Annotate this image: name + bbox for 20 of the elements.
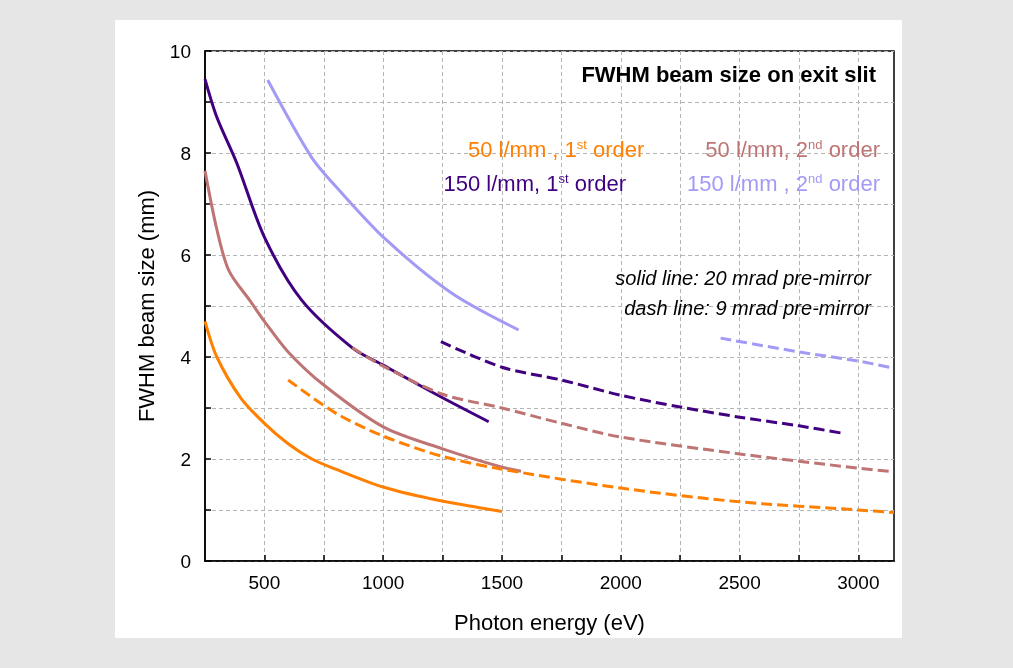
x-tick-label: 1500	[480, 572, 524, 593]
y-tick-label: 4	[180, 346, 192, 368]
x-tick-label: 2000	[599, 572, 642, 593]
y-tick-label: 10	[169, 40, 191, 62]
y-tick-label: 8	[180, 142, 191, 164]
text: FWHM beam size on exit slit	[581, 61, 877, 87]
x-tick-label: 2500	[718, 572, 761, 593]
x-tick-label: 3000	[837, 572, 880, 593]
line-series	[719, 336, 891, 369]
y-tick-label: 0	[180, 550, 191, 572]
y-tick-label: 2	[180, 448, 191, 470]
line-series	[203, 319, 504, 514]
annotation: solid line: 20 mrad pre-mirror	[615, 267, 873, 289]
x-tick-label: 500	[248, 572, 281, 593]
x-tick-label: 1000	[362, 572, 405, 593]
line-series	[286, 378, 896, 515]
y-tick-label: 6	[180, 244, 191, 266]
annotation: dash line: 9 mrad pre-mirror	[624, 297, 873, 319]
y-axis-title: FWHM beam size (mm)	[133, 189, 159, 423]
x-axis-title: Photon energy (eV)	[454, 609, 645, 635]
